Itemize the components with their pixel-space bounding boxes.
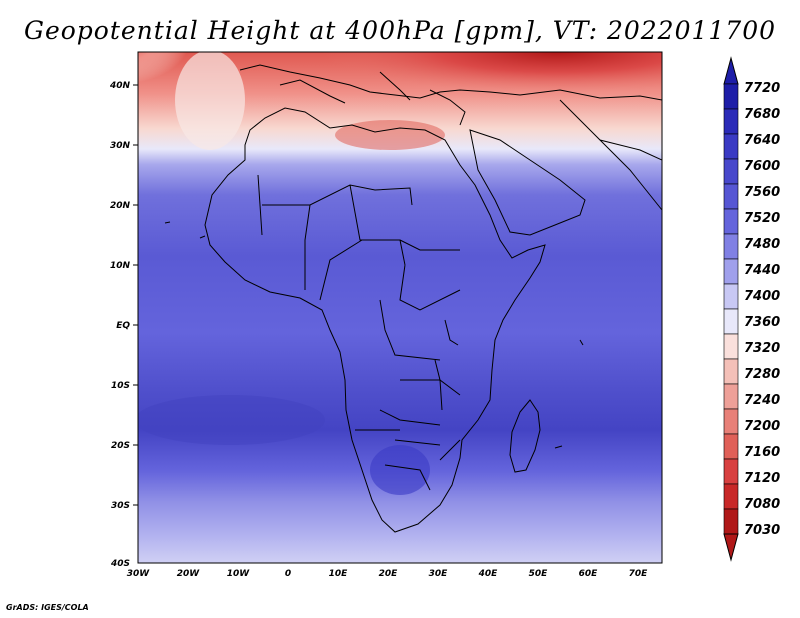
lon-label-20w: 20W	[177, 569, 201, 579]
lon-label-10w: 10W	[227, 569, 251, 579]
colorbar-top-arrow	[723, 56, 739, 85]
colorbar-swatch	[723, 333, 739, 360]
lat-label-40n: 40N	[109, 81, 131, 91]
longitude-axis: 30W 20W 10W 0 10E 20E 30E 40E 50E 60E 70…	[127, 569, 648, 579]
colorbar-label: 7480	[744, 237, 780, 252]
colorbar-label: 7400	[744, 289, 780, 304]
colorbar-label: 7200	[744, 419, 780, 434]
colorbar-swatch	[723, 483, 739, 510]
colorbar-label: 7160	[744, 445, 780, 460]
colorbar: 7720 7680 7640 7600 7560 7520 7480 7440 7400 7360…	[723, 56, 780, 562]
lon-label-60e: 60E	[579, 569, 599, 579]
credit-label: GrADS: IGES/COLA	[6, 603, 89, 612]
colorbar-swatch	[723, 158, 739, 185]
colorbar-swatch	[723, 358, 739, 385]
lat-label-20n: 20N	[110, 201, 131, 211]
lon-label-20e: 20E	[379, 569, 399, 579]
map-title: Geopotential Height at 400hPa [gpm], VT:…	[23, 16, 777, 45]
colorbar-label: 7030	[744, 523, 780, 538]
colorbar-swatch	[723, 383, 739, 410]
lat-label-10n: 10N	[110, 261, 131, 271]
colorbar-swatch	[723, 208, 739, 235]
colorbar-label: 7680	[744, 107, 780, 122]
colorbar-swatch	[723, 458, 739, 485]
colorbar-label: 7120	[744, 471, 780, 486]
colorbar-swatch	[723, 308, 739, 335]
colorbar-swatch	[723, 258, 739, 285]
lon-label-40e: 40E	[478, 569, 499, 579]
colorbar-label: 7600	[744, 159, 780, 174]
lon-label-50e: 50E	[529, 569, 549, 579]
colorbar-swatch	[723, 133, 739, 160]
colorbar-label: 7280	[744, 367, 780, 382]
colorbar-swatch	[723, 83, 739, 110]
colorbar-label: 7520	[744, 211, 780, 226]
lat-label-30s: 30S	[111, 501, 130, 511]
colorbar-swatch	[723, 408, 739, 435]
height-field	[138, 52, 662, 563]
colorbar-swatch	[723, 108, 739, 135]
colorbar-label: 7360	[744, 315, 780, 330]
lon-label-30e: 30E	[429, 569, 449, 579]
colorbar-label: 7080	[744, 497, 780, 512]
lon-label-30w: 30W	[127, 569, 151, 579]
colorbar-label: 7320	[744, 341, 780, 356]
coastlines	[164, 64, 662, 533]
colorbar-label: 7560	[744, 185, 780, 200]
lon-label-0: 0	[285, 569, 291, 579]
lat-label-30n: 30N	[110, 141, 131, 151]
lat-label-10s: 10S	[111, 381, 130, 391]
colorbar-label: 7720	[744, 81, 780, 96]
lat-label-20s: 20S	[111, 441, 130, 451]
colorbar-swatch	[723, 233, 739, 260]
lon-label-70e: 70E	[629, 569, 649, 579]
colorbar-swatch	[723, 433, 739, 460]
colorbar-swatch	[723, 283, 739, 310]
lon-label-10e: 10E	[329, 569, 349, 579]
colorbar-label: 7440	[744, 263, 780, 278]
lat-label-eq: EQ	[116, 321, 130, 331]
colorbar-swatch	[723, 183, 739, 210]
colorbar-label: 7240	[744, 393, 780, 408]
colorbar-swatch	[723, 508, 739, 535]
plot-frame	[137, 51, 663, 564]
colorbar-bottom-arrow	[723, 533, 739, 562]
lat-label-40s: 40S	[110, 559, 130, 569]
latitude-axis: 40N 30N 20N 10N EQ 10S 20S 30S 40S	[109, 81, 138, 569]
colorbar-label: 7640	[744, 133, 780, 148]
